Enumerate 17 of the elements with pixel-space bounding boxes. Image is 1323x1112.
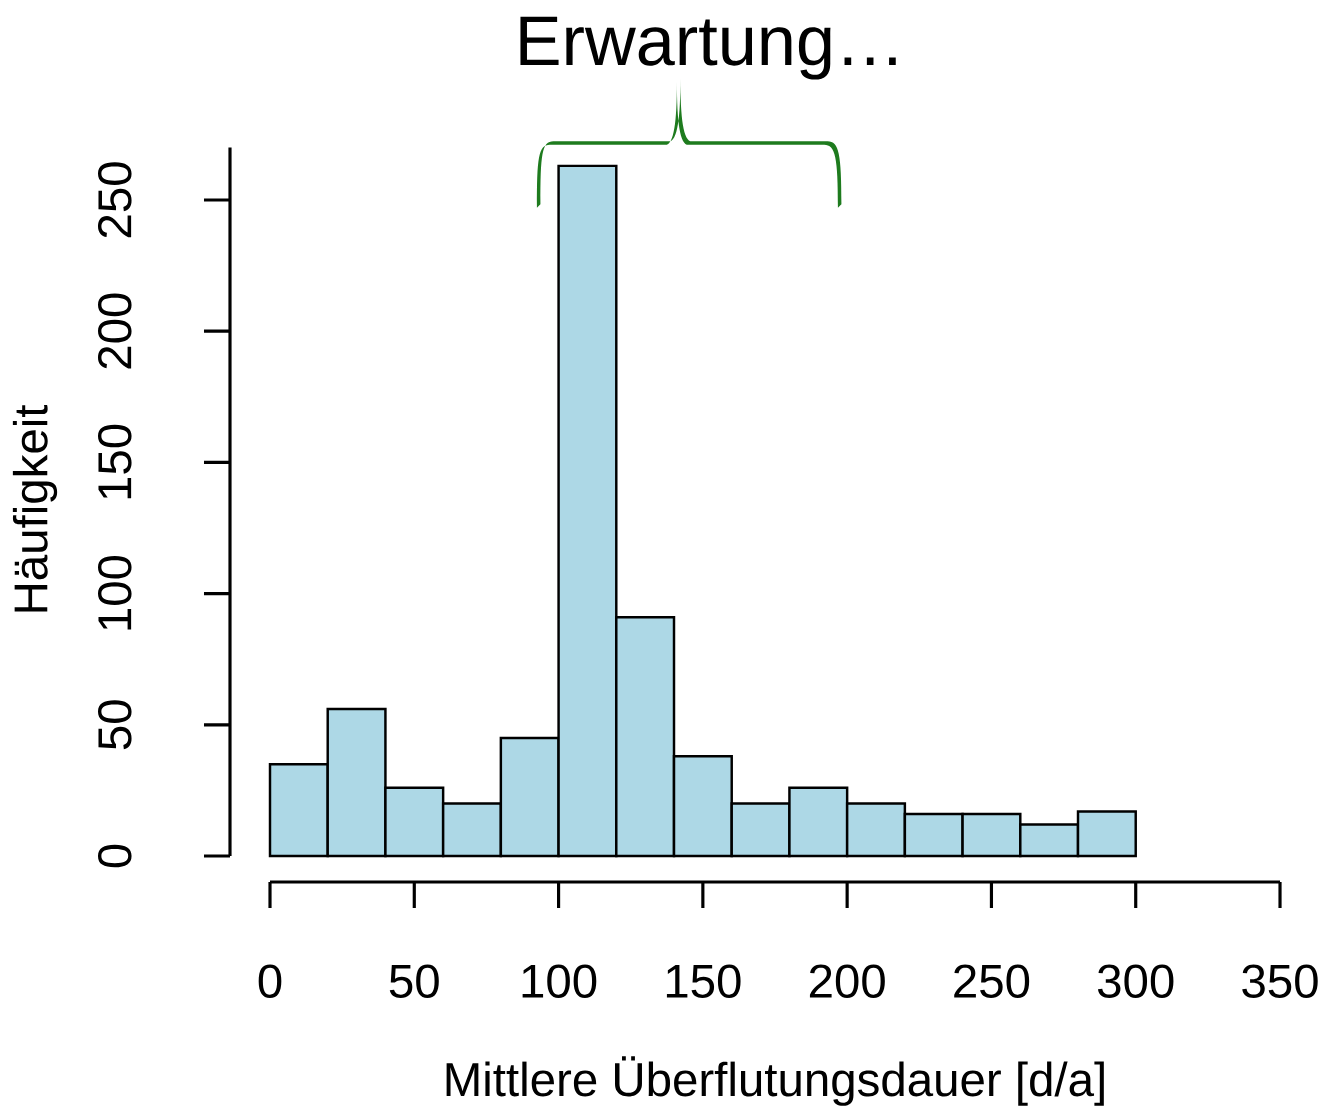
- y-tick-label: 100: [97, 555, 132, 630]
- x-axis-title: Mittlere Überflutungsdauer [d/a]: [446, 1056, 1104, 1106]
- x-tick-label: 100: [522, 964, 597, 998]
- y-axis-title: Häufigkeit: [12, 404, 58, 612]
- y-tick-label: 200: [97, 293, 132, 369]
- y-tick-label: 0: [97, 844, 132, 868]
- x-tick-label: 0: [258, 964, 282, 998]
- x-tick-label: 50: [389, 964, 439, 998]
- x-tick-label: 150: [666, 964, 741, 998]
- chart-title: Erwartung…: [520, 16, 896, 80]
- x-tick-label: 200: [809, 964, 885, 998]
- y-tick-label: 50: [97, 700, 132, 750]
- y-tick-label: 150: [97, 424, 132, 499]
- y-tick-label: 250: [97, 162, 132, 238]
- x-tick-label: 250: [954, 964, 1030, 998]
- x-tick-label: 350: [1242, 964, 1318, 998]
- x-tick-label: 300: [1097, 964, 1174, 998]
